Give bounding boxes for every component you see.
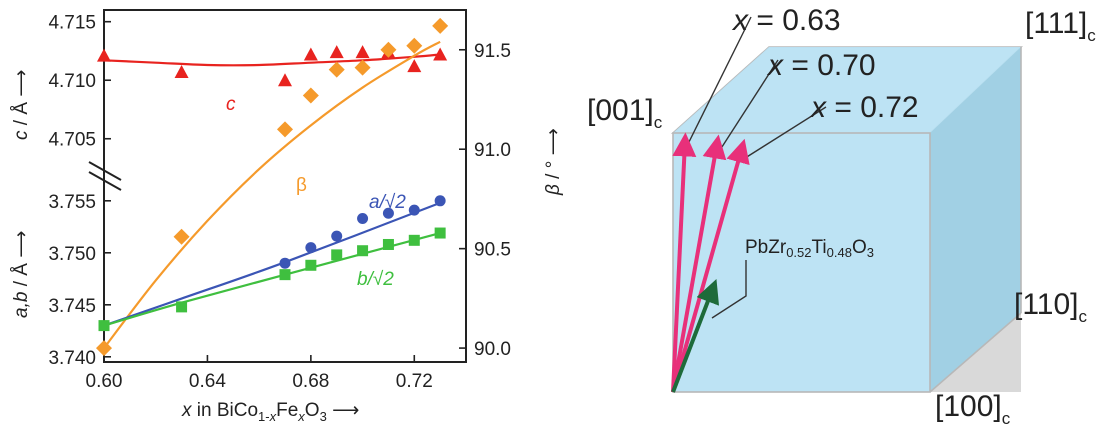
x-tick-label: 0.72 [396, 371, 433, 392]
fit-curve-beta [103, 40, 441, 349]
y-tick-label: 3.740 [48, 348, 96, 369]
y-right-tick-label: 91.5 [474, 41, 511, 62]
data-point-c [329, 45, 344, 59]
data-point-b [434, 227, 446, 239]
data-point-beta [328, 61, 345, 78]
series-label-beta: β [296, 175, 307, 196]
x-tick-label: 0.64 [189, 371, 226, 392]
data-point-b [382, 238, 394, 250]
x-axis-title: x in BiCo1-xFexO3 ⟶ [181, 400, 359, 424]
y-right-tick-label: 91.0 [474, 140, 511, 161]
data-point-beta [406, 37, 423, 54]
data-point-c [97, 48, 111, 62]
data-point-c [278, 73, 292, 87]
leader-lines [684, 16, 827, 319]
arrow-x-0.63 [671, 132, 697, 393]
series-label-c: c [226, 94, 236, 115]
axes-layer: 0.60 0.64 0.68 0.72 4.705 4.710 4.715 3.740 3.74… [48, 13, 511, 392]
data-point-c [303, 47, 318, 61]
data-markers [96, 17, 449, 357]
data-point-a [331, 230, 343, 242]
cube-side-face [930, 47, 1021, 392]
data-point-beta [380, 41, 397, 58]
y-right-tick-label: 90.0 [474, 339, 511, 360]
data-point-b [279, 269, 291, 281]
series-label-b: b/√2 [357, 269, 394, 290]
cube-front-face [672, 132, 931, 393]
data-point-b [408, 234, 420, 246]
data-point-beta [277, 121, 293, 138]
data-point-beta [173, 228, 190, 245]
x-tick-label: 0.60 [86, 371, 123, 392]
data-point-a [382, 207, 394, 219]
data-point-beta [96, 340, 112, 357]
data-point-b [176, 301, 188, 313]
orientation-diagram: x = 0.63 x = 0.70 x = 0.72 [111]c [001]c… [587, 4, 1096, 428]
data-point-b [331, 249, 343, 261]
data-point-c [433, 47, 448, 61]
y-tick-label: 4.710 [48, 71, 96, 92]
arrow-substrate [671, 279, 720, 393]
cube-edge [929, 312, 1022, 393]
y-axis-title-c: c / Å ⟶ [11, 69, 32, 140]
fit-curve-b [103, 231, 441, 327]
data-point-a [305, 242, 317, 254]
y-tick-label: 3.750 [48, 244, 96, 265]
plot-frame [103, 9, 467, 363]
y-axis-title-beta: β / ° ⟶ [543, 128, 564, 196]
axis-break-mark [88, 161, 122, 191]
label-direction-111: [111]c [1025, 7, 1096, 45]
data-point-c [355, 45, 370, 59]
arrow-x-0.72 [671, 138, 750, 393]
data-point-beta [302, 87, 319, 104]
y-axis-title-ab: a,b / Å ⟶ [11, 231, 32, 318]
data-point-beta [354, 59, 371, 76]
y-right-tick-label: 90.5 [474, 240, 511, 261]
fit-curve-a [103, 201, 441, 327]
y-tick-label: 3.755 [48, 192, 96, 213]
data-point-b [305, 259, 317, 271]
lattice-parameter-chart: 0.60 0.64 0.68 0.72 4.705 4.710 4.715 3.740 3.74… [11, 9, 564, 424]
data-point-c [174, 65, 189, 79]
arrow-x-0.70 [671, 134, 727, 393]
data-point-beta [432, 17, 449, 34]
label-direction-100: [100]c [935, 390, 1011, 428]
data-point-a [408, 204, 420, 216]
data-point-a [279, 257, 291, 269]
label-direction-001: [001]c [587, 94, 663, 132]
label-x-0.63: x = 0.63 [731, 4, 841, 37]
y-tick-label: 4.705 [48, 130, 96, 151]
data-point-b [98, 320, 110, 332]
label-substrate: PbZr0.52Ti0.48O3 [745, 237, 874, 260]
data-point-a [357, 212, 369, 224]
y-tick-label: 4.715 [48, 13, 96, 34]
y-tick-label: 3.745 [48, 296, 96, 317]
data-point-a [434, 195, 446, 207]
fit-curves [103, 40, 441, 349]
series-label-a: a/√2 [369, 192, 406, 213]
label-x-0.72: x = 0.72 [809, 91, 919, 124]
x-tick-label: 0.68 [292, 371, 329, 392]
data-point-b [357, 245, 369, 257]
label-direction-110: [110]c [1014, 288, 1088, 326]
label-x-0.70: x = 0.70 [766, 49, 876, 82]
data-point-c [407, 59, 422, 73]
